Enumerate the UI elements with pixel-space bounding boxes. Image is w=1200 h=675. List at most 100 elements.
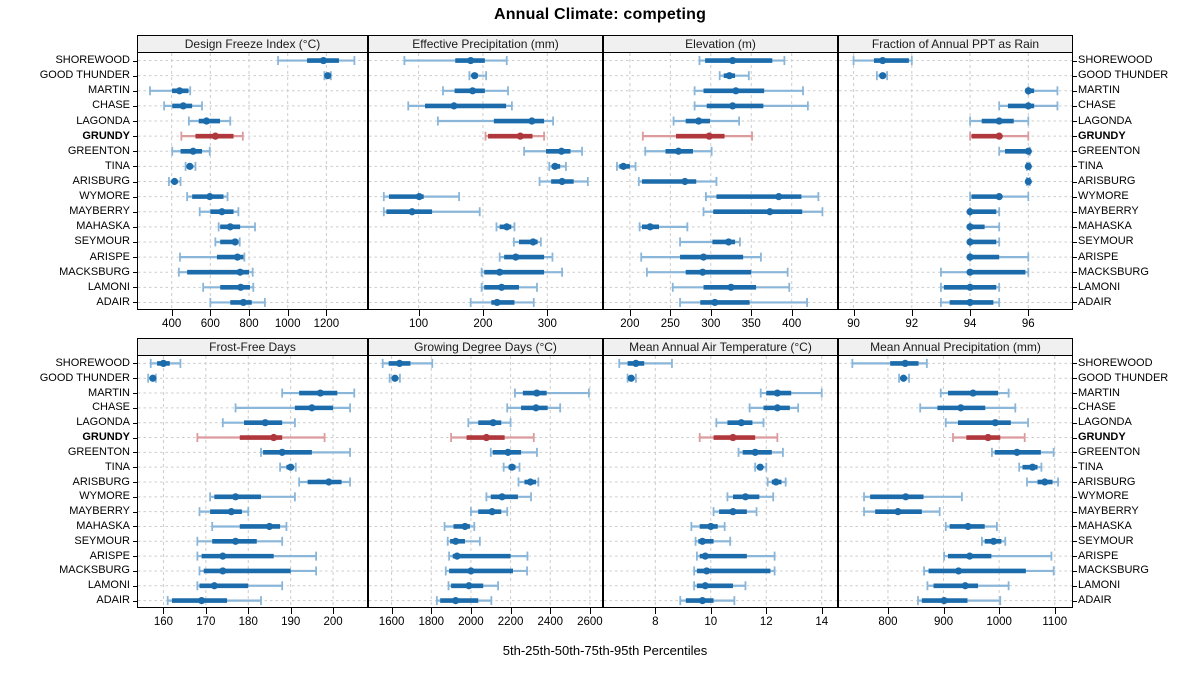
y-tick-right — [1073, 196, 1077, 198]
median-dot — [632, 359, 640, 368]
x-tick-label: 2200 — [497, 616, 524, 628]
y-tick-right — [1073, 378, 1077, 380]
median-dot — [211, 132, 219, 140]
y-tick-right — [1073, 600, 1077, 602]
percentile-interval-seymour — [214, 237, 241, 247]
x-tick-label: 96 — [1021, 318, 1035, 330]
median-dot — [261, 419, 269, 427]
percentile-interval-seymour — [512, 237, 542, 247]
station-label-left: ADAIR — [96, 594, 130, 607]
x-tick — [163, 608, 165, 614]
x-tick — [171, 310, 173, 316]
percentile-interval-macksburg — [198, 566, 318, 576]
x-tick-label: 170 — [196, 616, 216, 628]
y-tick-right — [1073, 75, 1077, 77]
median-dot — [732, 87, 740, 95]
y-tick-left — [133, 257, 137, 259]
percentile-interval-adair — [679, 596, 736, 606]
percentile-interval-lamoni — [196, 581, 284, 591]
percentile-interval-chase — [998, 101, 1059, 111]
percentile-interval-macksburg — [480, 267, 563, 277]
x-tick — [791, 310, 793, 316]
percentile-interval-mayberry — [863, 507, 941, 517]
x-tick — [547, 310, 549, 316]
y-tick-right — [1073, 166, 1077, 168]
percentile-interval-lagonda — [672, 116, 741, 126]
y-tick-left — [133, 121, 137, 123]
x-tick — [287, 310, 289, 316]
percentile-interval-seymour — [196, 536, 284, 546]
median-dot — [324, 72, 332, 80]
median-dot — [489, 419, 497, 427]
percentile-interval-mahaska — [217, 222, 256, 232]
x-tick — [418, 310, 420, 316]
percentile-interval-mayberry — [712, 507, 758, 517]
station-label-right: WYMORE — [1078, 190, 1129, 203]
median-dot — [727, 283, 735, 291]
x-tick-label: 94 — [963, 318, 977, 330]
percentile-interval-greenton — [737, 447, 784, 457]
percentile-interval-martin — [514, 388, 590, 398]
percentile-interval-shorewood — [618, 358, 673, 368]
station-label-right: TINA — [1078, 159, 1104, 172]
median-dot — [516, 132, 524, 140]
panel-chart-1 — [369, 53, 602, 308]
median-dot — [725, 72, 733, 80]
y-tick-right — [1073, 482, 1077, 483]
x-tick-label: 400 — [782, 318, 802, 330]
x-tick — [751, 310, 753, 316]
percentile-interval-wymore — [485, 492, 532, 502]
median-dot — [894, 508, 902, 516]
x-tick — [470, 608, 472, 614]
median-dot — [756, 463, 764, 471]
median-dot — [879, 56, 887, 65]
x-tick — [1054, 608, 1056, 614]
percentile-interval-arisburg — [766, 477, 787, 487]
percentile-interval-tina — [548, 161, 567, 171]
median-dot — [957, 404, 965, 412]
percentile-interval-seymour — [981, 536, 1007, 546]
median-dot — [1024, 147, 1032, 155]
median-dot — [496, 268, 504, 276]
x-tick-label: 300 — [701, 318, 721, 330]
percentile-interval-wymore — [705, 192, 820, 202]
panel-strip-3: Fraction of Annual PPT as Rain — [838, 35, 1073, 53]
x-tick-label: 400 — [162, 318, 182, 330]
x-tick-label: 2400 — [537, 616, 564, 628]
median-dot — [270, 433, 278, 442]
median-dot — [395, 359, 404, 368]
x-tick-label: 14 — [815, 616, 829, 628]
percentile-interval-greenton — [991, 447, 1055, 457]
x-tick — [887, 608, 889, 614]
median-dot — [964, 522, 972, 531]
median-dot — [149, 374, 157, 382]
x-tick-label: 1100 — [1042, 616, 1068, 628]
percentile-interval-adair — [469, 297, 535, 307]
median-dot — [901, 359, 909, 368]
median-dot — [512, 253, 520, 261]
station-label-left: GOOD THUNDER — [39, 69, 130, 82]
y-tick-right — [1073, 272, 1077, 274]
y-tick-right — [1073, 556, 1077, 558]
percentile-interval-martin — [759, 388, 823, 398]
y-tick-right — [1073, 257, 1077, 259]
median-dot — [711, 298, 719, 307]
median-dot — [954, 567, 963, 575]
percentile-interval-lamoni — [671, 282, 791, 292]
x-tick — [391, 608, 393, 614]
median-dot — [469, 87, 477, 95]
percentile-interval-arisburg — [538, 177, 589, 186]
median-dot — [698, 537, 707, 545]
percentile-interval-arisburg — [1026, 477, 1059, 487]
percentile-interval-tina — [184, 161, 197, 171]
median-dot — [488, 508, 496, 516]
station-label-left: ADAIR — [96, 295, 130, 308]
percentile-interval-mahaska — [944, 521, 998, 531]
percentile-interval-lamoni — [926, 581, 1010, 591]
median-dot — [627, 374, 635, 382]
y-tick-right — [1073, 407, 1077, 409]
y-tick-left — [133, 75, 137, 77]
y-tick-left — [133, 241, 137, 243]
median-dot — [179, 102, 187, 110]
